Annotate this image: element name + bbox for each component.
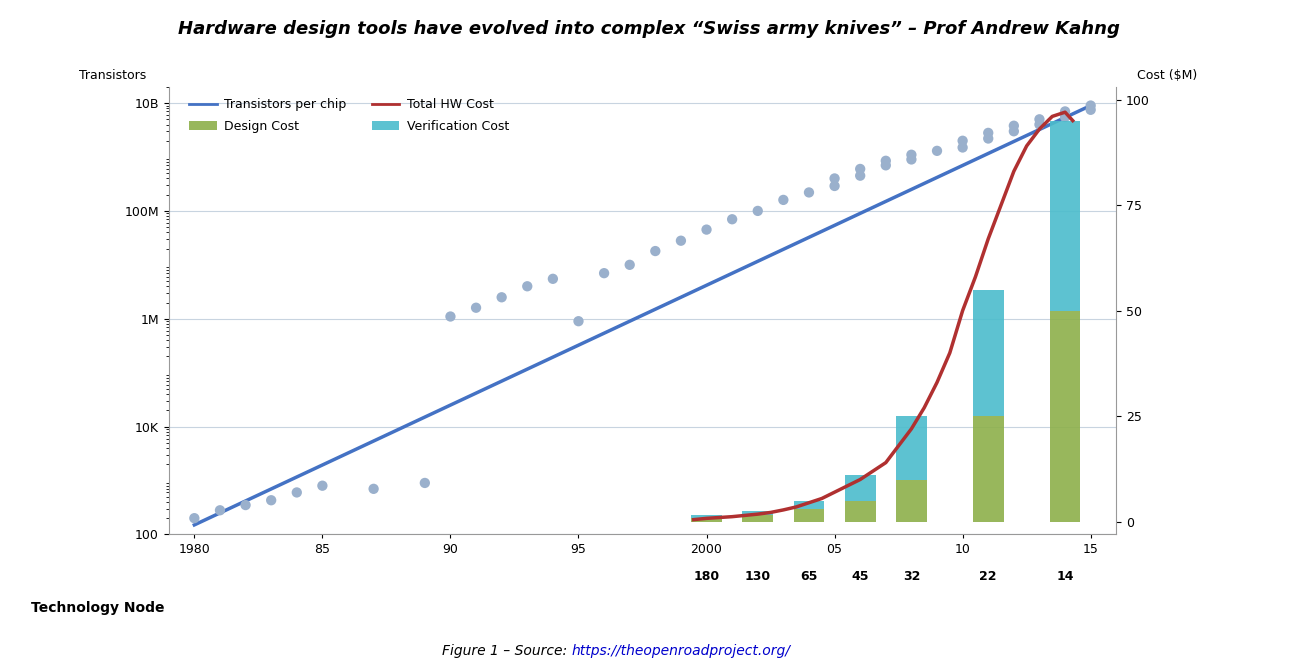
Bar	[845, 476, 876, 500]
Point	[722, 214, 742, 224]
Bar	[742, 511, 774, 516]
Point	[901, 154, 922, 165]
Point	[491, 292, 511, 303]
Point	[543, 273, 563, 284]
Bar	[845, 500, 876, 522]
Bar	[1050, 121, 1080, 311]
Text: Technology Node: Technology Node	[30, 601, 164, 615]
Point	[875, 160, 896, 171]
Text: https://theopenroadproject.org/: https://theopenroadproject.org/	[571, 645, 790, 658]
Point	[312, 480, 332, 491]
Point	[927, 146, 948, 156]
Text: Figure 1 – Source:: Figure 1 – Source:	[441, 645, 571, 658]
Point	[466, 303, 487, 313]
Point	[748, 206, 768, 216]
Bar	[793, 500, 824, 509]
Bar	[896, 416, 927, 480]
Legend: Transistors per chip, Design Cost, Total HW Cost, Verification Cost: Transistors per chip, Design Cost, Total…	[184, 93, 514, 138]
Point	[1080, 100, 1101, 111]
Point	[414, 478, 435, 488]
Point	[440, 311, 461, 322]
Point	[901, 150, 922, 160]
Bar	[1050, 311, 1080, 522]
Point	[774, 194, 794, 205]
Point	[977, 133, 998, 144]
Point	[953, 136, 974, 146]
Point	[261, 495, 282, 506]
Point	[287, 487, 308, 498]
Point	[1029, 119, 1050, 130]
Point	[875, 156, 896, 166]
Point	[1003, 120, 1024, 131]
Bar	[793, 509, 824, 522]
Text: Cost ($M): Cost ($M)	[1137, 69, 1197, 82]
Point	[953, 142, 974, 153]
Point	[1055, 106, 1076, 117]
Bar	[974, 416, 1003, 522]
Point	[798, 187, 819, 198]
Text: Transistors: Transistors	[79, 69, 145, 82]
Point	[1080, 104, 1101, 115]
Bar	[974, 289, 1003, 416]
Point	[824, 180, 845, 191]
Point	[824, 173, 845, 184]
Point	[517, 281, 537, 292]
Point	[1029, 114, 1050, 125]
Text: Hardware design tools have evolved into complex “Swiss army knives” – Prof Andre: Hardware design tools have evolved into …	[178, 20, 1120, 38]
Point	[850, 164, 871, 174]
Point	[671, 235, 692, 246]
Bar	[896, 480, 927, 522]
Point	[1003, 126, 1024, 137]
Point	[977, 128, 998, 138]
Point	[209, 505, 230, 516]
Bar	[691, 518, 722, 522]
Point	[645, 246, 666, 257]
Point	[235, 500, 256, 510]
Bar	[691, 516, 722, 518]
Point	[569, 316, 589, 327]
Point	[593, 268, 614, 279]
Point	[850, 170, 871, 181]
Point	[619, 259, 640, 270]
Point	[696, 224, 716, 235]
Bar	[742, 516, 774, 522]
Point	[1055, 112, 1076, 122]
Point	[184, 513, 205, 524]
Point	[363, 484, 384, 494]
